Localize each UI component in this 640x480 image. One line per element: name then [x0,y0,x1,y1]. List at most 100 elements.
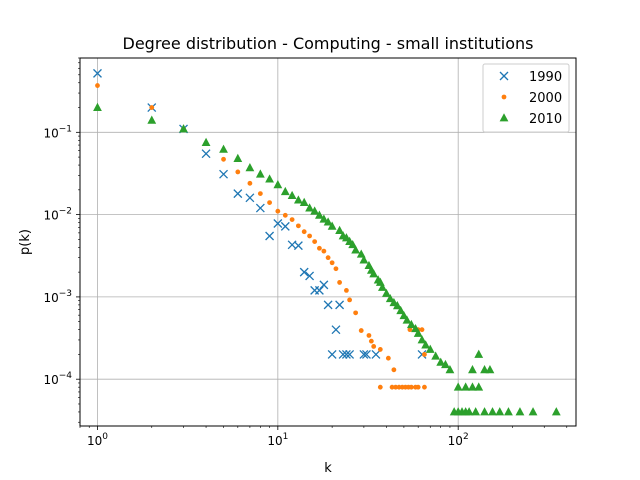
data-point-2000 [316,245,322,251]
data-point-2000 [221,156,226,162]
data-point-1990-stroke [314,285,324,295]
data-point-1990-stroke [273,219,283,228]
data-point-1990-stroke [417,349,427,359]
y-tick-label: 10−3 [43,289,72,305]
data-point-1990 [327,349,337,359]
data-point-2010 [474,382,484,391]
data-point-1990 [338,349,348,359]
data-point-2010 [293,195,303,204]
data-point-2010 [245,163,255,172]
data-point-1990 [201,149,211,159]
data-point-1990-stroke [323,300,333,310]
legend-label-2000: 2000 [529,91,562,106]
data-point-2000 [149,105,155,110]
data-point-2010 [515,407,525,416]
data-point-2010 [474,349,484,358]
data-point-1990-stroke [293,241,303,251]
data-point-2010 [504,407,513,416]
legend-marker-1990-stroke [499,71,509,81]
data-point-1990 [359,349,369,359]
data-point-2000 [329,260,335,266]
data-point-2000 [358,328,364,333]
data-point-1990 [293,241,303,251]
data-point-2010 [417,335,427,344]
data-point-2010 [392,300,402,310]
data-point-1990-stroke [93,68,102,78]
data-point-2010 [356,249,366,258]
data-point-2000 [295,223,301,229]
data-point-2010 [323,217,333,226]
data-point-2010 [461,382,471,391]
legend-marker-2000 [501,94,507,100]
data-point-1990 [361,349,371,359]
data-point-2000 [267,200,272,205]
data-point-2000 [235,169,241,175]
data-point-2010 [413,328,423,337]
legend-marker-2010 [499,113,509,122]
data-point-2010 [488,407,497,416]
data-point-2010 [468,365,477,374]
data-point-2000 [391,367,397,373]
data-point-2000 [385,355,391,361]
data-point-1990-stroke [335,300,345,310]
data-point-2010 [551,407,561,416]
data-point-2000 [389,384,395,390]
data-point-1990-stroke [345,349,355,359]
data-point-2000 [368,338,374,344]
data-point-1990 [255,203,265,213]
data-point-1990 [265,231,275,241]
chart-title: Degree distribution - Computing - small … [123,34,534,53]
data-point-2010 [265,174,274,183]
data-point-2000 [312,239,318,244]
data-point-2010 [495,407,505,416]
data-point-1990-stroke [327,349,337,359]
data-point-2010 [319,214,329,223]
data-point-1990-stroke [219,169,229,179]
data-point-1990-stroke [331,325,341,335]
data-point-1990-stroke [341,349,351,359]
data-point-1990 [345,349,355,359]
x-axis-label: k [324,461,332,476]
data-point-2000 [377,384,383,390]
data-point-1990-stroke [201,149,211,159]
data-point-1990 [341,349,351,359]
data-point-2010 [305,203,314,212]
data-point-2000 [282,212,288,218]
data-point-1990 [331,325,341,335]
data-point-1990 [93,68,102,78]
data-point-2010 [287,190,297,200]
data-point-1990 [314,285,324,295]
data-point-2010 [453,382,463,391]
data-point-2010 [396,305,406,315]
data-point-1990-stroke [319,280,329,290]
data-point-2000 [408,384,414,390]
data-point-2010 [485,365,495,374]
data-point-2000 [344,287,349,293]
data-point-2000 [325,255,331,261]
x-tick-label: 101 [267,432,288,448]
y-tick-label: 10−1 [43,124,72,140]
data-point-1990-stroke [233,189,243,199]
data-point-2000 [415,384,421,390]
data-point-1990-stroke [245,193,255,203]
data-point-2000 [337,280,342,285]
data-point-2010 [299,197,309,206]
data-point-1990-stroke [305,271,315,281]
legend-label-1990: 1990 [529,70,562,85]
data-point-1990 [280,221,290,231]
data-point-1990-stroke [265,231,275,241]
data-point-2010 [273,180,283,189]
data-point-1990-stroke [361,349,371,359]
data-point-1990-stroke [371,349,381,359]
data-point-2000 [257,191,263,197]
data-point-2000 [301,229,307,235]
data-point-1990-stroke [338,349,348,359]
legend-label-2010: 2010 [529,112,562,127]
data-point-2010 [382,288,391,297]
data-point-2000 [353,310,359,316]
data-point-2000 [419,327,425,333]
data-point-2010 [402,315,412,324]
data-point-2000 [366,333,372,338]
data-point-2000 [422,352,427,357]
data-point-2000 [275,208,281,214]
